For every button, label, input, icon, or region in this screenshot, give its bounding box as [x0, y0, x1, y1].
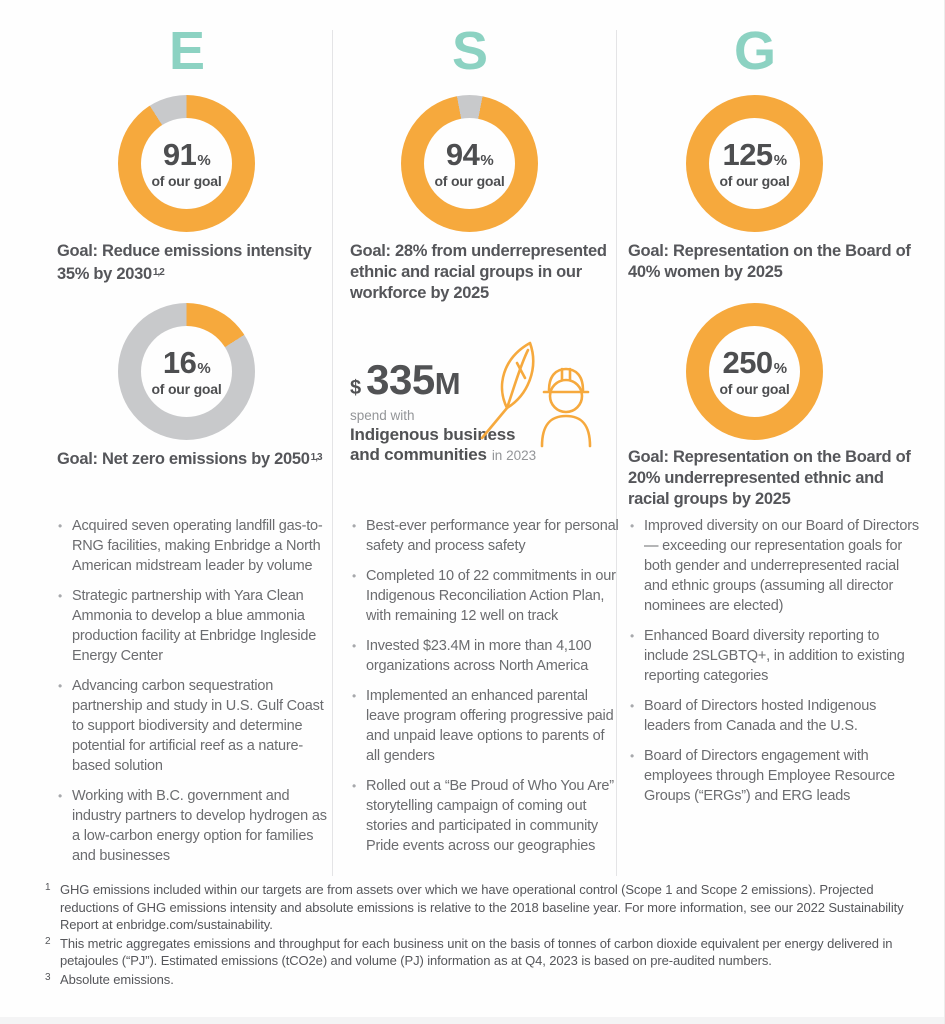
- section-letter-e: E: [168, 21, 206, 81]
- donut-value: 16%: [162, 344, 211, 380]
- footnote-text: This metric aggregates emissions and thr…: [60, 935, 893, 969]
- percent-sign: %: [197, 151, 211, 169]
- list-item: Board of Directors engagement with emplo…: [629, 746, 921, 806]
- hard-hat-ridges: [560, 367, 572, 381]
- donut-caption: of our goal: [719, 380, 790, 397]
- stat-year: in 2023: [491, 448, 537, 463]
- list-item: Acquired seven operating landfill gas-to…: [57, 516, 333, 576]
- donut-caption: of our goal: [434, 172, 505, 189]
- list-item: Rolled out a “Be Proud of Who You Are” s…: [351, 776, 619, 856]
- footnote-number: 2: [45, 935, 51, 947]
- donut-value: 94%: [445, 136, 494, 172]
- stat-caption-line2: Indigenous business: [350, 425, 516, 444]
- donut-center: 125% of our goal: [709, 118, 800, 209]
- stat-caption-line3: and communities in 2023: [350, 445, 537, 464]
- feather-vein: [505, 348, 530, 410]
- goal-board-women: Goal: Representation on the Board of 40%…: [628, 242, 911, 281]
- indigenous-spend-stat: $335 M spend with Indigenous business and…: [350, 356, 616, 465]
- environmental-highlights: Acquired seven operating landfill gas-to…: [57, 516, 333, 876]
- list-item: Advancing carbon sequestration partnersh…: [57, 676, 333, 776]
- list-item: Board of Directors hosted Indigenous lea…: [629, 696, 921, 736]
- section-letter-s: S: [451, 21, 489, 81]
- donut-caption: of our goal: [151, 380, 222, 397]
- worker-shoulders: [540, 414, 592, 448]
- percent-sign: %: [773, 151, 787, 169]
- footnote-reference: 1,2: [152, 267, 165, 278]
- donut-chart-board-women: 125% of our goal: [686, 95, 823, 232]
- list-item: Invested $23.4M in more than 4,100 organ…: [351, 636, 619, 676]
- footnote-1: 1 GHG emissions included within our targe…: [45, 881, 911, 934]
- stat-caption-line1: spend with: [350, 408, 415, 423]
- goal-emissions-intensity: Goal: Reduce emissions intensity 35% by …: [57, 242, 312, 283]
- footnote-text: GHG emissions included within our target…: [60, 882, 904, 932]
- footnote-number: 1: [45, 882, 51, 893]
- feather-body: [500, 341, 535, 410]
- column-environmental: E 91% of our goal Goal: Reduce emissions…: [0, 0, 332, 880]
- feather-and-worker-icon: [480, 341, 592, 448]
- donut-chart-emissions-intensity: 91% of our goal: [118, 95, 255, 232]
- donut-center: 91% of our goal: [141, 118, 232, 209]
- donut-chart-board-diversity: 250% of our goal: [686, 303, 823, 440]
- donut-caption: of our goal: [151, 172, 222, 189]
- governance-highlights: Improved diversity on our Board of Direc…: [629, 516, 921, 816]
- hard-hat-dome: [547, 367, 585, 392]
- section-letter-g: G: [733, 21, 776, 81]
- column-social: S 94% of our goal Goal: 28% from underre…: [332, 0, 619, 880]
- footnote-3: 3 Absolute emissions.: [45, 971, 911, 989]
- list-item: Strategic partnership with Yara Clean Am…: [57, 586, 333, 666]
- percent-sign: %: [197, 359, 211, 377]
- social-highlights: Best-ever performance year for personal …: [351, 516, 619, 866]
- goal-board-diversity: Goal: Representation on the Board of 20%…: [628, 448, 911, 508]
- footnote-text: Absolute emissions.: [60, 971, 174, 987]
- footnote-number: 3: [45, 971, 51, 983]
- donut-value: 91%: [162, 136, 211, 172]
- bottom-edge-bar: [0, 1017, 944, 1024]
- footnote-reference: 1,3: [310, 452, 323, 463]
- list-item: Improved diversity on our Board of Direc…: [629, 516, 921, 616]
- donut-caption: of our goal: [719, 172, 790, 189]
- list-item: Working with B.C. government and industr…: [57, 786, 333, 866]
- list-item: Best-ever performance year for personal …: [351, 516, 619, 556]
- list-item: Implemented an enhanced parental leave p…: [351, 686, 619, 766]
- donut-center: 250% of our goal: [709, 326, 800, 417]
- stat-amount: $335 M: [350, 356, 461, 403]
- feather-notch: [515, 361, 527, 380]
- list-item: Enhanced Board diversity reporting to in…: [629, 626, 921, 686]
- currency-sign: $: [350, 377, 362, 399]
- donut-center: 94% of our goal: [424, 118, 515, 209]
- donut-center: 16% of our goal: [141, 326, 232, 417]
- feather-stem: [480, 406, 509, 440]
- footnote-2: 2 This metric aggregates emissions and th…: [45, 935, 911, 970]
- donut-chart-workforce-diversity: 94% of our goal: [401, 95, 538, 232]
- goal-net-zero: Goal: Net zero emissions by 20501,3: [57, 450, 323, 468]
- column-divider: [332, 30, 333, 876]
- column-divider: [616, 30, 617, 876]
- percent-sign: %: [773, 359, 787, 377]
- goal-workforce-diversity: Goal: 28% from underrepresented ethnic a…: [350, 242, 607, 302]
- donut-value: 125%: [722, 136, 787, 172]
- footnotes: 1 GHG emissions included within our targe…: [45, 881, 911, 989]
- donut-value: 250%: [722, 344, 787, 380]
- worker-head: [548, 378, 584, 414]
- percent-sign: %: [480, 151, 494, 169]
- donut-chart-net-zero: 16% of our goal: [118, 303, 255, 440]
- list-item: Completed 10 of 22 commitments in our In…: [351, 566, 619, 626]
- column-governance: G 125% of our goal Goal: Representation …: [616, 0, 944, 880]
